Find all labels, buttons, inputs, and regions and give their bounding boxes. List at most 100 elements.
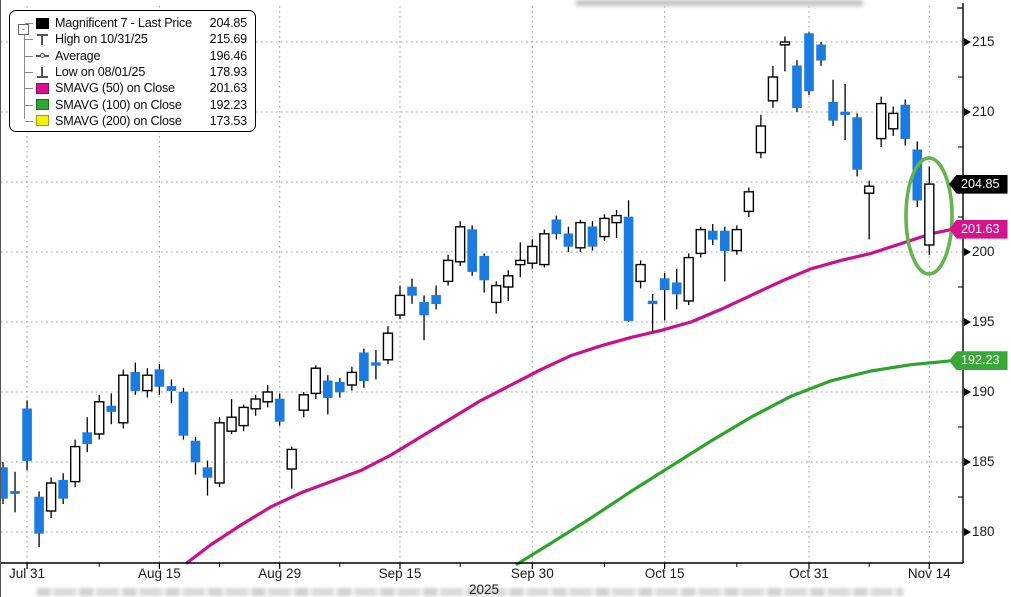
candle-body <box>166 386 177 391</box>
candle-body <box>130 372 141 391</box>
candle-body <box>178 391 189 436</box>
candle-body <box>804 33 814 92</box>
y-axis-label: 190 <box>972 384 995 399</box>
candle-body <box>743 191 755 213</box>
x-axis-label: Sep 15 <box>378 566 422 581</box>
candle-body <box>154 369 165 387</box>
candle-body <box>491 284 502 304</box>
y-tick-arrow <box>964 38 971 46</box>
candle-body <box>371 362 381 366</box>
sma-line <box>185 227 955 565</box>
candle-body <box>202 467 213 478</box>
candle-body <box>1 467 8 499</box>
legend-row-sma200: SMAVG (200) on Close 173.53 <box>25 113 248 129</box>
x-axis-label: Oct 31 <box>789 566 829 581</box>
candle-body <box>503 275 514 288</box>
candle-body <box>479 255 490 281</box>
candle-body <box>442 259 454 283</box>
x-axis-label: Oct 15 <box>644 566 685 581</box>
legend-label: SMAVG (200) on Close <box>55 113 182 128</box>
y-axis-label: 195 <box>972 314 995 329</box>
candle-body <box>587 226 598 247</box>
candle-body <box>840 111 850 116</box>
candle-body <box>719 230 730 251</box>
y-tick-arrow <box>964 108 971 116</box>
candle-body <box>852 117 862 170</box>
candle-body <box>335 381 345 393</box>
x-axis-label: Jul 31 <box>9 566 46 581</box>
series-swatch-icon <box>36 17 49 29</box>
candle-body <box>755 125 767 154</box>
candle-body <box>767 76 779 102</box>
candle-body <box>647 300 658 305</box>
blurred-footer-strip <box>37 588 903 596</box>
candle-body <box>635 263 646 283</box>
candle-body <box>69 445 81 483</box>
legend-label: Magnificent 7 - Last Price <box>55 16 192 31</box>
legend-tree-line <box>24 35 25 119</box>
candle-body <box>779 41 791 46</box>
candle-body <box>539 233 550 266</box>
candle-body <box>828 101 838 121</box>
candle-body <box>611 214 622 224</box>
legend-label: SMAVG (100) on Close <box>55 97 182 112</box>
candle-body <box>431 295 441 305</box>
price-tag: 204.85 <box>949 174 1008 194</box>
candle-body <box>407 286 417 296</box>
x-axis-label: Sep 30 <box>510 566 554 581</box>
y-axis-label: 180 <box>972 524 995 539</box>
sma50-swatch-icon <box>36 82 49 94</box>
candle-body <box>575 221 586 249</box>
x-axis-label: Nov 14 <box>907 566 951 581</box>
y-axis-label: 210 <box>972 104 995 119</box>
legend-row-low: Low on 08/01/25 178.93 <box>25 64 248 80</box>
candle-body <box>527 245 538 264</box>
x-axis-label: Aug 29 <box>258 566 302 581</box>
y-tick-arrow <box>964 318 971 326</box>
candle-body <box>238 406 249 427</box>
candle-body <box>346 371 358 386</box>
average-marker-icon <box>36 50 49 61</box>
candle-body <box>118 374 129 424</box>
y-tick-arrow <box>964 458 971 466</box>
candle-body <box>274 398 285 422</box>
legend-value: 215.69 <box>209 32 248 47</box>
candle-body <box>707 230 718 240</box>
candle-body <box>900 104 911 139</box>
candle-body <box>623 216 634 321</box>
candle-body <box>298 394 309 411</box>
candle-body <box>22 408 32 461</box>
sma200-swatch-icon <box>36 115 49 127</box>
candle-body <box>323 380 333 398</box>
legend-value: 201.63 <box>209 81 248 96</box>
sma100-swatch-icon <box>36 99 49 111</box>
x-axis-label: Aug 15 <box>137 566 181 581</box>
legend-label: Low on 08/01/25 <box>55 65 146 80</box>
legend-row-last-price: Magnificent 7 - Last Price 204.85 <box>25 15 247 31</box>
candle-body <box>454 226 466 263</box>
y-tick-arrow <box>964 528 971 536</box>
candle-body <box>262 391 273 403</box>
candle-body <box>563 233 574 247</box>
candle-body <box>731 228 743 252</box>
price-tag: 201.63 <box>949 219 1008 239</box>
blurred-top-strip <box>576 0 863 6</box>
candle-body <box>82 432 93 445</box>
legend-value: 178.93 <box>209 65 248 80</box>
candle-body <box>106 405 117 412</box>
candle-body <box>792 65 802 109</box>
candle-body <box>551 219 562 235</box>
candle-body <box>142 374 153 392</box>
legend-value: 173.53 <box>209 113 248 128</box>
y-axis-label: 185 <box>972 454 995 469</box>
candle-body <box>419 302 429 316</box>
y-axis-label: 200 <box>972 244 995 259</box>
high-marker-icon <box>36 33 49 45</box>
y-tick-arrow <box>964 388 971 396</box>
legend-collapse-toggle[interactable]: - <box>18 24 29 35</box>
candle-body <box>875 102 887 140</box>
legend-value: 192.23 <box>209 97 248 112</box>
legend-value: 196.46 <box>209 48 248 63</box>
candle-body <box>94 401 105 435</box>
